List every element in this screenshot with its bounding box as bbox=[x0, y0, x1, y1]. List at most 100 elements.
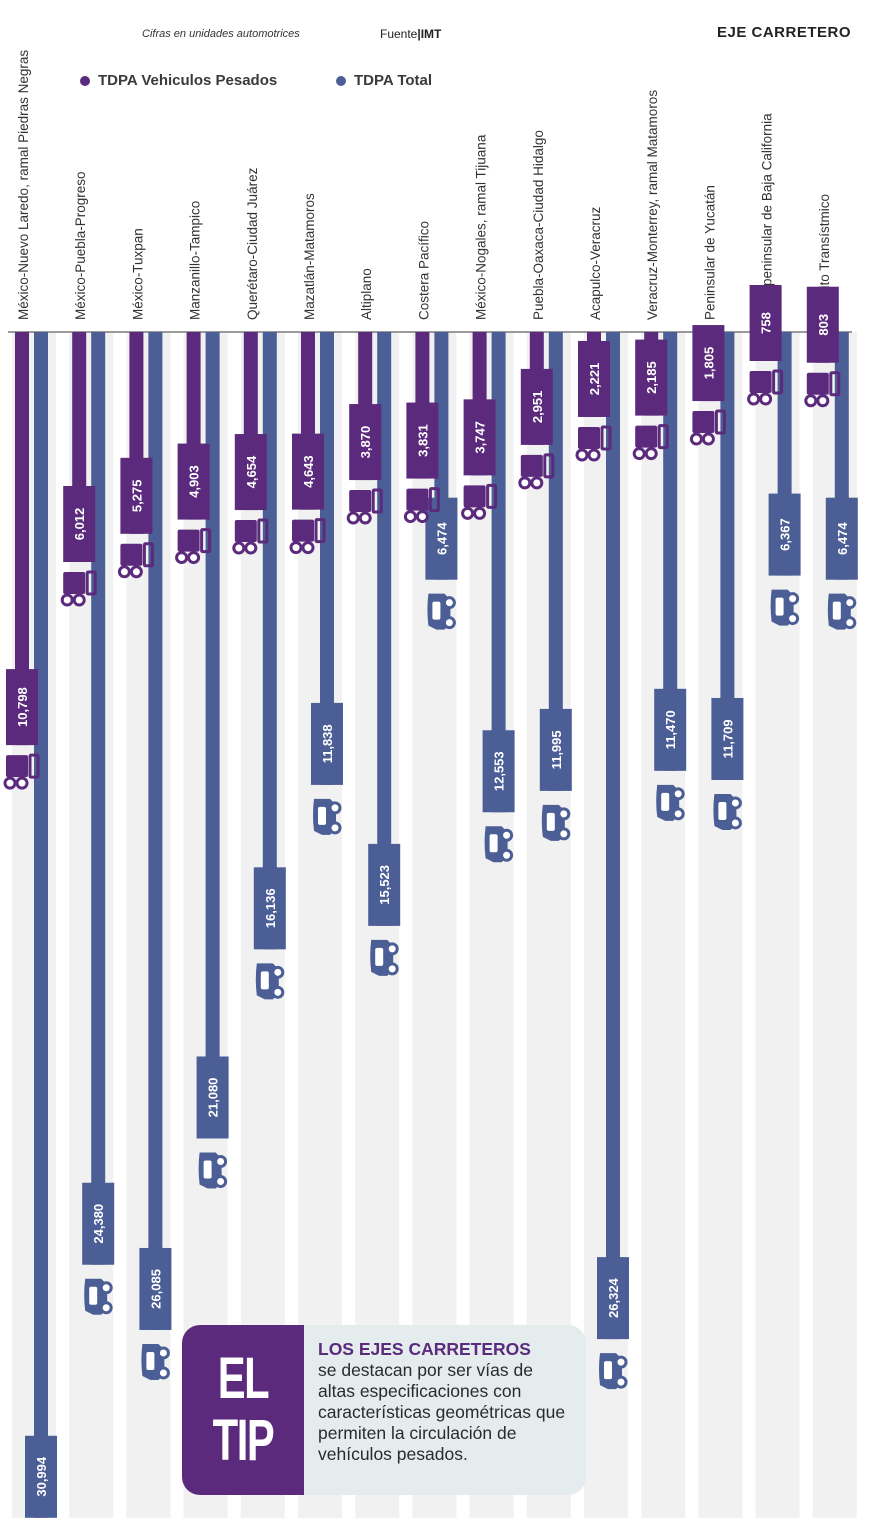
category-label: Transpeninsular de Baja California bbox=[760, 113, 775, 320]
tip-body: se destacan por ser vías de altas especi… bbox=[318, 1360, 566, 1464]
bar-total-label-box bbox=[825, 497, 858, 580]
bar-total-value-label: 11,995 bbox=[549, 730, 564, 769]
bar-total-value-label: 11,709 bbox=[720, 719, 735, 758]
car-icon bbox=[370, 939, 399, 976]
source-separator: | bbox=[417, 27, 421, 41]
bar-total-value-label: 6,474 bbox=[434, 522, 449, 555]
bar-total-value-label: 11,838 bbox=[320, 724, 335, 763]
bar-heavy-value-label: 6,012 bbox=[72, 508, 87, 541]
source-value: IMT bbox=[420, 27, 442, 41]
tip-badge-line2: TIP bbox=[212, 1408, 275, 1473]
bar-heavy-label-box bbox=[578, 340, 610, 417]
car-icon bbox=[255, 963, 285, 1000]
bar-total-value-label: 6,474 bbox=[835, 522, 850, 555]
category-label: Acapulco-Veracruz bbox=[588, 206, 603, 320]
bar-total bbox=[34, 332, 48, 1518]
legend-item-total: TDPA Total bbox=[336, 72, 432, 89]
category-label: Veracruz-Monterrey, ramal Matamoros bbox=[645, 90, 660, 320]
category-label: México-Tuxpan bbox=[130, 228, 145, 320]
truck-icon bbox=[575, 425, 612, 462]
truck-icon bbox=[747, 369, 784, 406]
bar-heavy-label-box bbox=[692, 325, 725, 402]
car-icon bbox=[84, 1278, 113, 1315]
bar-heavy-value-label: 2,221 bbox=[587, 363, 602, 396]
bar-total-label-box bbox=[82, 1182, 115, 1265]
tip-box: EL TIP LOS EJES CARRETEROS se destacan po… bbox=[182, 1325, 586, 1495]
truck-icon bbox=[804, 371, 841, 408]
bar-heavy-value-label: 758 bbox=[759, 312, 774, 334]
truck-icon bbox=[232, 518, 269, 555]
bar-heavy bbox=[15, 332, 29, 746]
bar-heavy-value-label: 2,951 bbox=[530, 391, 545, 424]
bar-total-label-box bbox=[768, 493, 801, 576]
bar-total-value-label: 26,324 bbox=[606, 1277, 621, 1318]
category-label: Mazatlán-Matamoros bbox=[302, 193, 317, 320]
bar-heavy-label-box bbox=[177, 443, 210, 520]
bar-total-value-label: 12,553 bbox=[492, 751, 507, 791]
bar-heavy-label-box bbox=[6, 669, 38, 746]
bar-total bbox=[91, 332, 106, 1265]
chart-title: EJE CARRETERO bbox=[716, 24, 851, 41]
bar-total-label-box bbox=[139, 1247, 172, 1330]
car-icon bbox=[713, 793, 742, 830]
units-note: Cifras en unidades automotrices bbox=[142, 28, 300, 40]
car-icon bbox=[141, 1343, 170, 1380]
bar-total-label-box bbox=[597, 1257, 629, 1340]
car-icon bbox=[656, 784, 685, 821]
source-label: Fuente bbox=[380, 27, 418, 41]
category-label: Costera Pacífico bbox=[416, 221, 431, 320]
bar-heavy-label-box bbox=[635, 339, 668, 416]
bar-total-value-label: 21,080 bbox=[206, 1078, 221, 1118]
car-icon bbox=[541, 804, 571, 841]
truck-icon bbox=[289, 518, 326, 555]
truck-icon bbox=[403, 487, 440, 524]
bar-total-label-box bbox=[482, 730, 515, 813]
car-icon bbox=[198, 1152, 228, 1189]
car-icon bbox=[313, 798, 342, 835]
bar-heavy-value-label: 4,903 bbox=[187, 465, 202, 498]
bar-heavy-label-box bbox=[349, 404, 382, 481]
legend-label-heavy: TDPA Vehiculos Pesados bbox=[98, 72, 278, 89]
bar-total bbox=[720, 332, 735, 780]
bar-total-label-box bbox=[711, 697, 744, 780]
truck-icon bbox=[346, 488, 383, 525]
bar-total bbox=[548, 332, 563, 791]
category-label: México-Nuevo Laredo, ramal Piedras Negra… bbox=[16, 50, 31, 320]
bar-heavy-value-label: 5,275 bbox=[129, 480, 144, 513]
category-label: Querétaro-Ciudad Juárez bbox=[245, 167, 260, 320]
car-icon bbox=[427, 593, 456, 630]
bar-heavy-label-box bbox=[520, 368, 553, 445]
truck-icon bbox=[461, 483, 498, 520]
category-label: México-Nogales, ramal Tijuana bbox=[474, 134, 489, 320]
truck-icon bbox=[632, 424, 669, 461]
bar-heavy-value-label: 10,798 bbox=[15, 687, 30, 727]
truck-icon bbox=[60, 570, 97, 607]
bar-heavy-value-label: 2,185 bbox=[644, 361, 659, 394]
column-stripe bbox=[469, 332, 514, 1518]
bar-total bbox=[606, 332, 620, 1340]
bar-heavy-label-box bbox=[406, 402, 439, 479]
legend-dot-heavy bbox=[80, 75, 90, 86]
legend-dot-total bbox=[336, 75, 346, 86]
bar-heavy-label-box bbox=[806, 286, 839, 363]
bar-total-label-box bbox=[196, 1056, 229, 1139]
bar-heavy-value-label: 3,870 bbox=[358, 426, 373, 459]
bar-heavy-label-box bbox=[120, 457, 153, 534]
bar-total-value-label: 16,136 bbox=[263, 888, 278, 928]
bar-heavy-value-label: 3,831 bbox=[415, 424, 430, 457]
truck-icon bbox=[3, 753, 40, 790]
bar-heavy-value-label: 3,747 bbox=[473, 421, 488, 454]
bar-heavy-label-box bbox=[463, 399, 496, 476]
bar-total bbox=[377, 332, 392, 926]
tip-badge: EL TIP bbox=[182, 1325, 304, 1495]
tip-heading: LOS EJES CARRETEROS bbox=[318, 1339, 531, 1359]
bar-heavy-label-box bbox=[234, 434, 267, 511]
bar-total-label-box bbox=[539, 708, 572, 791]
category-label: Manzanillo-Tampico bbox=[188, 201, 203, 320]
bar-total bbox=[148, 332, 163, 1330]
category-label: Puebla-Oaxaca-Ciudad Hidalgo bbox=[531, 130, 546, 320]
car-icon bbox=[827, 593, 857, 630]
bar-heavy-label-box bbox=[749, 284, 782, 361]
